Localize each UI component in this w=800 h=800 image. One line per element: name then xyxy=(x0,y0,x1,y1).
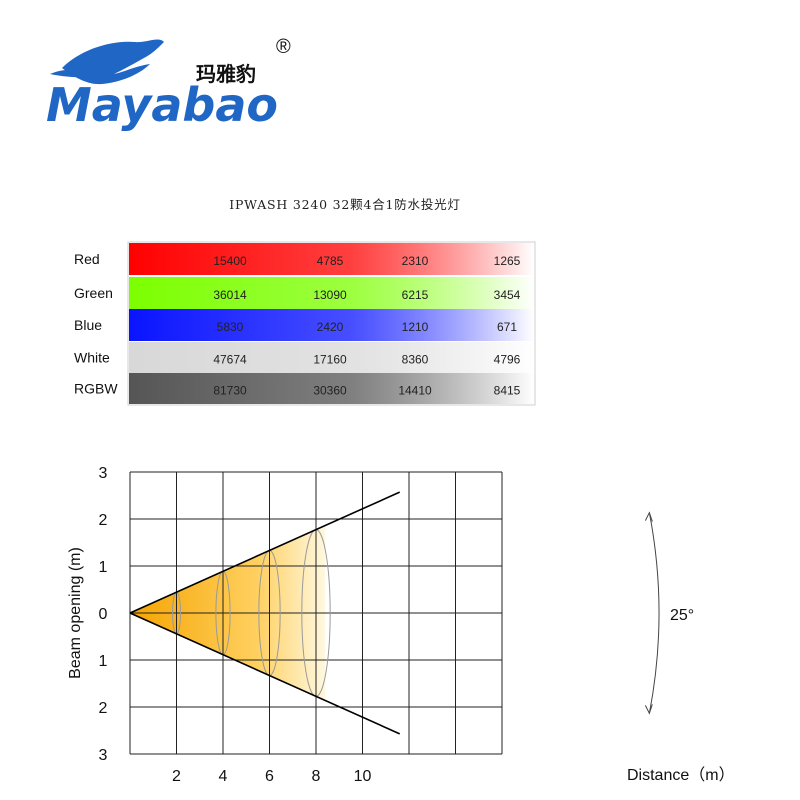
table-row-label: White xyxy=(74,350,110,366)
y-tick-label: 1 xyxy=(99,653,108,670)
table-row-band xyxy=(129,309,534,341)
table-cell: 2310 xyxy=(402,254,429,268)
beam-angle-arc xyxy=(648,512,660,714)
beam-edge-upper xyxy=(129,491,401,614)
table-cell: 17160 xyxy=(313,353,347,367)
table-cell: 47674 xyxy=(213,353,247,367)
x-tick-label: 6 xyxy=(265,768,274,785)
table-cell: 36014 xyxy=(213,288,247,302)
y-tick-label: 3 xyxy=(99,747,108,764)
table-row-label: Green xyxy=(74,285,113,301)
table-cell: 13090 xyxy=(313,288,347,302)
y-tick-label: 2 xyxy=(99,512,108,529)
table-cell: 8415 xyxy=(494,384,521,398)
table-row-label: Blue xyxy=(74,317,102,333)
table-border xyxy=(127,241,536,406)
table-cell: 6215 xyxy=(402,288,429,302)
x-axis-title: Distance（m） xyxy=(627,766,735,784)
brand-name: Mayabao xyxy=(46,78,278,132)
beam-edge-lower xyxy=(129,612,401,735)
table-row-band xyxy=(129,277,534,309)
registered-mark: ® xyxy=(276,36,291,58)
brand-chinese-name: 玛雅豹 xyxy=(196,62,256,86)
y-tick-label: 3 xyxy=(99,465,108,482)
table-row-band xyxy=(129,243,534,275)
table-cell: 671 xyxy=(497,320,517,334)
table-cell: 8360 xyxy=(402,353,429,367)
y-tick-label: 1 xyxy=(99,559,108,576)
product-title: IPWASH 3240 32颗4合1防水投光灯 xyxy=(229,197,461,212)
x-tick-label: 2 xyxy=(172,768,181,785)
table-cell: 1265 xyxy=(494,254,521,268)
table-cell: 1210 xyxy=(402,320,429,334)
table-row-band xyxy=(129,342,534,373)
y-axis-title: Beam opening (m) xyxy=(67,547,84,679)
table-cell: 15400 xyxy=(213,254,247,268)
arc-arrow-icon xyxy=(644,511,653,522)
table-cell: 4785 xyxy=(317,254,344,268)
table-cell: 30360 xyxy=(313,384,347,398)
table-row-label: RGBW xyxy=(74,381,118,397)
panther-logo-icon xyxy=(50,39,164,85)
beam-angle-label: 25° xyxy=(670,607,694,624)
table-cell: 5830 xyxy=(217,320,244,334)
y-tick-label: 0 xyxy=(99,606,108,623)
table-cell: 14410 xyxy=(398,384,432,398)
table-cell: 4796 xyxy=(494,353,521,367)
brand-logo: 玛雅豹 ® Mayabao xyxy=(40,30,310,135)
table-cell: 3454 xyxy=(494,288,521,302)
table-row-label: Red xyxy=(74,251,100,267)
x-tick-label: 10 xyxy=(354,768,372,785)
x-tick-label: 4 xyxy=(219,768,228,785)
table-cell: 2420 xyxy=(317,320,344,334)
y-tick-label: 2 xyxy=(99,700,108,717)
table-row-band xyxy=(129,373,534,404)
table-cell: 81730 xyxy=(213,384,247,398)
x-tick-label: 8 xyxy=(312,768,321,785)
arc-arrow-icon xyxy=(644,704,653,715)
